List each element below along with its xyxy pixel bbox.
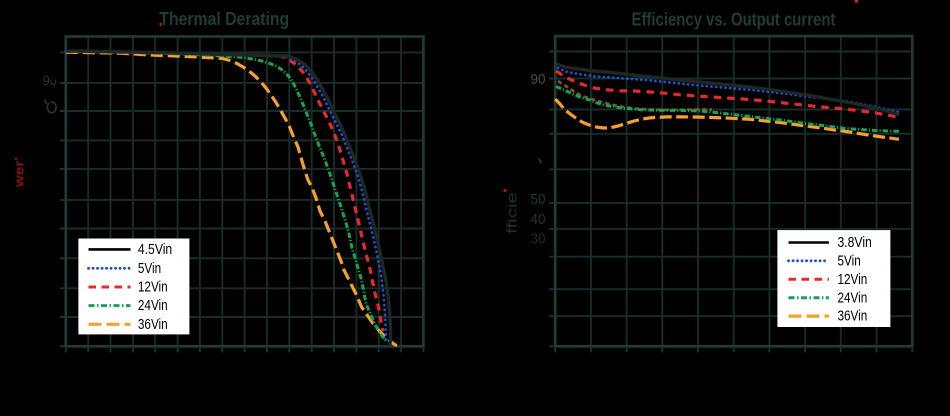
svg-text:24Vin: 24Vin <box>138 298 168 314</box>
svg-text:5Vin: 5Vin <box>838 253 861 269</box>
svg-text:36Vin: 36Vin <box>138 317 168 333</box>
svg-text:12Vin: 12Vin <box>138 280 168 296</box>
svg-text:wer': wer' <box>13 157 27 188</box>
svg-text:24Vin: 24Vin <box>838 290 868 306</box>
svg-text:Thermal Derating: Thermal Derating <box>159 8 289 29</box>
svg-text:4.5Vin: 4.5Vin <box>138 242 172 258</box>
svg-text:50: 50 <box>531 191 546 208</box>
svg-text:30: 30 <box>531 231 546 248</box>
svg-text:5Vin: 5Vin <box>138 261 161 277</box>
svg-text:40: 40 <box>531 211 546 228</box>
svg-text:90: 90 <box>531 71 546 88</box>
svg-text:36Vin: 36Vin <box>838 309 868 325</box>
svg-text:fficie: fficie <box>505 192 520 234</box>
svg-text:Efficiency vs. Output current: Efficiency vs. Output current <box>632 9 836 30</box>
svg-text:12Vin: 12Vin <box>838 272 868 288</box>
svg-text:3.8Vin: 3.8Vin <box>838 235 872 251</box>
